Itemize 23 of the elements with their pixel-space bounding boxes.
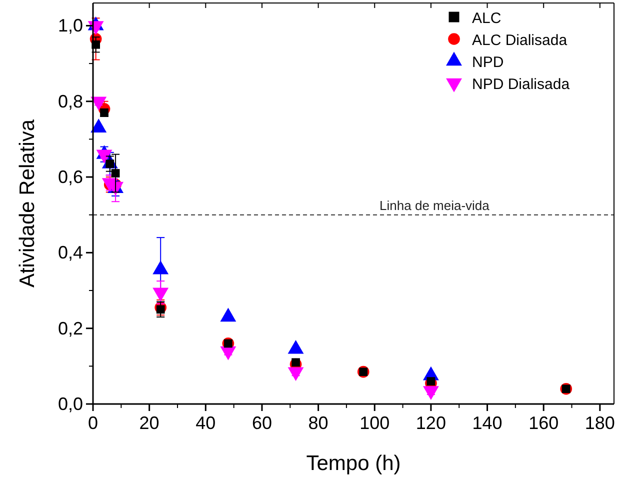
y-tick-label: 0,0: [58, 394, 83, 414]
legend-label: NPD Dialisada: [472, 76, 570, 93]
x-tick-label: 0: [88, 413, 98, 433]
x-tick-label: 120: [416, 413, 446, 433]
y-axis-title: Atividade Relativa: [16, 119, 39, 288]
x-tick-label: 140: [472, 413, 502, 433]
y-tick-label: 0,4: [58, 242, 83, 263]
x-tick-label: 20: [139, 413, 160, 433]
x-tick-label: 60: [252, 413, 272, 433]
ref-line-label: Linha de meia-vida: [380, 198, 490, 213]
y-tick-label: 0,2: [58, 318, 83, 338]
x-tick-label: 40: [196, 413, 216, 433]
y-tick-label: 1,0: [58, 16, 83, 36]
legend-label: NPD: [472, 54, 504, 71]
x-tick-label: 160: [528, 413, 559, 433]
x-tick-label: 180: [584, 413, 615, 433]
y-tick-label: 0,6: [58, 167, 83, 188]
x-tick-label: 100: [360, 413, 390, 433]
x-tick-label: 80: [308, 413, 328, 433]
x-axis-title: Tempo (h): [306, 452, 401, 475]
legend-label: ALC: [472, 10, 502, 27]
y-tick-label: 0,8: [58, 91, 83, 112]
legend-label: ALC Dialisada: [472, 32, 568, 49]
